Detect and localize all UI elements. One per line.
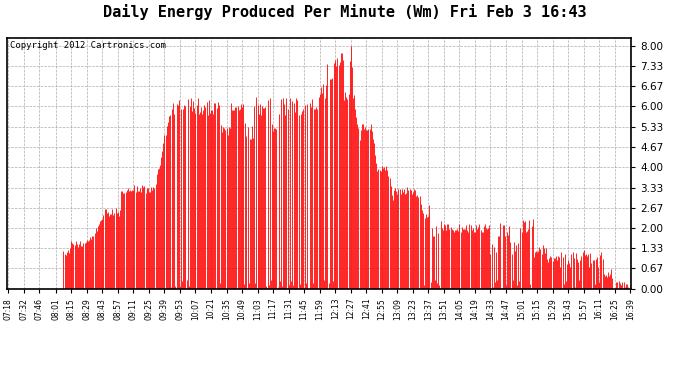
Text: Daily Energy Produced Per Minute (Wm) Fri Feb 3 16:43: Daily Energy Produced Per Minute (Wm) Fr…: [104, 4, 586, 20]
Text: Copyright 2012 Cartronics.com: Copyright 2012 Cartronics.com: [10, 41, 166, 50]
